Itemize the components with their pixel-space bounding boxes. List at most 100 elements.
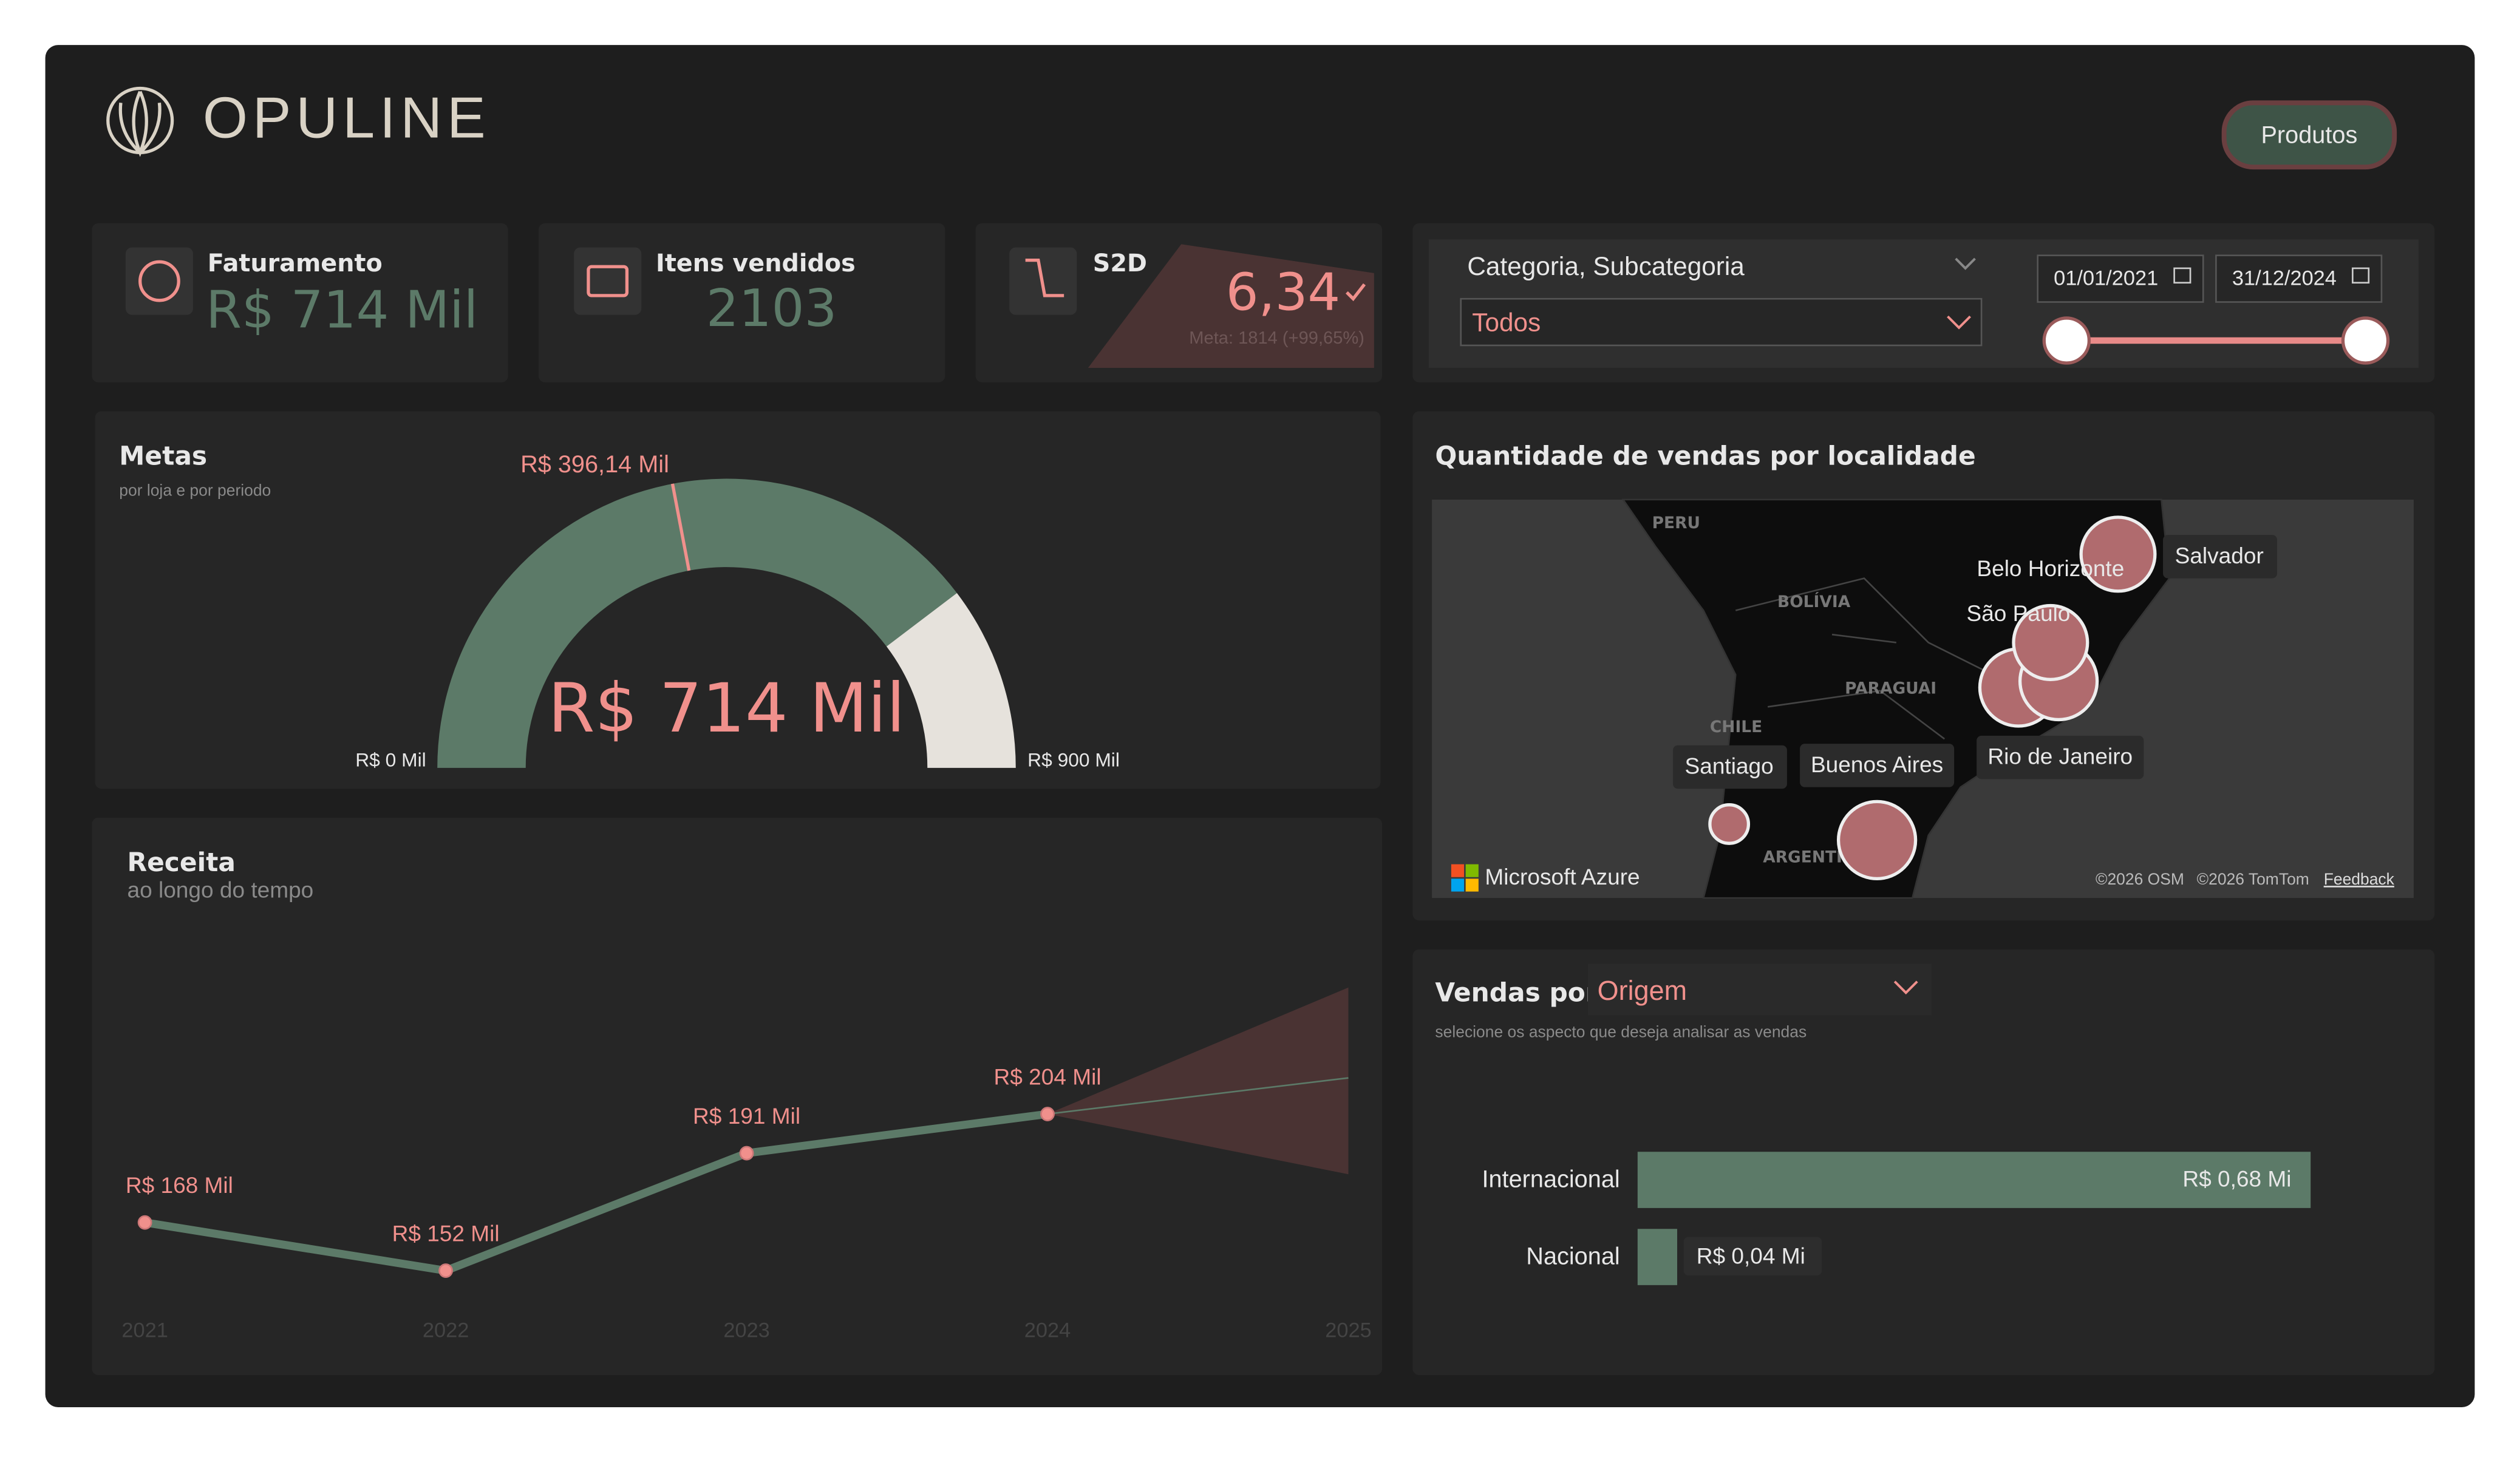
value-label: R$ 0,04 Mi: [1697, 1243, 1805, 1269]
dimension-value[interactable]: Origem: [1598, 975, 1687, 1006]
x-tick-label: 2021: [121, 1319, 168, 1342]
bubble[interactable]: [1708, 803, 1751, 845]
country-label: CHILE: [1710, 718, 1762, 736]
borders: [1735, 577, 1994, 740]
kpi-value: 2103: [706, 278, 837, 338]
bubbles: [1708, 515, 2157, 881]
kpi-card: [92, 223, 508, 382]
bar-chart: Internacional R$ 0,68 Mi Nacional R$ 0,04 M…: [1482, 1152, 2311, 1285]
point: [137, 1215, 152, 1230]
brand: OPULINE: [203, 86, 491, 150]
value-label: R$ 0,68 Mi: [2182, 1166, 2291, 1192]
gauge-value-label: R$ 714 Mil: [548, 670, 905, 748]
forecast-line: [1047, 1077, 1349, 1115]
x-tick-label: 2022: [423, 1319, 469, 1342]
line-card: [92, 817, 1383, 1376]
slider-handle[interactable]: [2341, 316, 2390, 365]
products-button[interactable]: [2221, 100, 2397, 170]
calendar-icon: [2173, 267, 2191, 284]
value-label: R$ 168 Mil: [126, 1172, 233, 1198]
gauge-card: [95, 411, 1381, 789]
kpi-title: S2D: [1093, 250, 1147, 277]
country-label: ARGENTI: [1763, 848, 1842, 867]
date-end[interactable]: 31/12/2024: [2232, 267, 2337, 290]
kpi-value: R$ 714 Mil: [206, 279, 478, 339]
country-label: PERU: [1652, 514, 1700, 532]
line-chart: 2021 2022 2023 2024 2025 R$ 168 Mil R$ 152 Mil…: [121, 987, 1372, 1342]
point: [438, 1263, 454, 1278]
dropdown-value[interactable]: Todos: [1472, 308, 1541, 337]
city-label-bg: [1977, 735, 2144, 779]
products-button-label[interactable]: Produtos: [2261, 121, 2357, 148]
city-label: São Paulo: [1967, 600, 2071, 626]
revenue-line: [144, 1110, 1048, 1275]
slider-handle[interactable]: [2042, 316, 2091, 365]
category-label: Nacional: [1526, 1243, 1619, 1269]
bubble[interactable]: [2012, 603, 2089, 681]
date-input[interactable]: [2037, 254, 2204, 303]
bar: [1637, 1229, 1678, 1285]
line-title: Receita: [128, 847, 236, 877]
bar-title: Vendas por: [1435, 977, 1598, 1007]
gauge-target-label: R$ 396,14 Mil: [520, 451, 669, 478]
value-label-bg: [1683, 1237, 1822, 1275]
filter-label: Categoria, Subcategoria: [1467, 252, 1745, 280]
point: [739, 1146, 754, 1161]
map-feedback[interactable]: Feedback: [2324, 870, 2395, 888]
check-icon: [1346, 283, 1366, 302]
icon: [1025, 259, 1064, 297]
city-label: Rio de Janeiro: [1987, 744, 2133, 769]
kpi-title: Itens vendidos: [656, 250, 856, 277]
forecast-band: [1047, 987, 1349, 1175]
gauge: [437, 478, 1016, 768]
city-label: Belo Horizonte: [1977, 555, 2124, 581]
kpi-value: 6,34: [1226, 262, 1340, 322]
chevron: [1947, 315, 1971, 330]
dimension-dropdown[interactable]: [1587, 963, 1932, 1016]
gauge-min-label: R$ 0 Mil: [355, 749, 426, 771]
bar-subtitle: selecione os aspecto que deseja analisar…: [1435, 1022, 1807, 1041]
date-input[interactable]: [2215, 254, 2383, 303]
gauge-title: Metas: [119, 441, 207, 471]
azure-logo: [1451, 864, 1479, 892]
icon: [138, 260, 180, 302]
date-start[interactable]: 01/01/2021: [2054, 267, 2158, 290]
map-credit: ©2026 OSM: [2096, 870, 2184, 888]
city-label-bg: [1800, 744, 1955, 787]
city-label: Santiago: [1685, 753, 1774, 779]
gauge-subtitle: por loja e por periodo: [119, 481, 271, 500]
logo: [106, 86, 174, 157]
bubble[interactable]: [1836, 800, 1918, 881]
landmass: [1621, 498, 2171, 899]
chevron: [1955, 257, 1976, 270]
gauge-max-label: R$ 900 Mil: [1027, 749, 1120, 771]
city-label-bg: [2163, 535, 2277, 579]
x-tick-label: 2024: [1024, 1319, 1071, 1342]
line-subtitle: ao longo do tempo: [128, 877, 314, 902]
value-label: R$ 152 Mil: [392, 1221, 500, 1246]
value-label: R$ 204 Mil: [994, 1064, 1102, 1090]
country-label: BOLÍVIA: [1777, 592, 1851, 611]
icon-bg: [574, 247, 642, 315]
map-brand: Microsoft Azure: [1485, 864, 1640, 889]
kpi-trend-shape: [1088, 244, 1374, 368]
map-credit: ©2026 TomTom: [2197, 870, 2309, 888]
city-label: Buenos Aires: [1811, 752, 1943, 777]
country-label: PARAGUAI: [1845, 679, 1936, 698]
dropdown[interactable]: [1460, 297, 1983, 347]
kpi-note: Meta: 1814 (+99,65%): [1189, 328, 1364, 348]
point: [1040, 1107, 1055, 1121]
city-label-bg: [1673, 745, 1787, 789]
value-label: R$ 191 Mil: [693, 1103, 800, 1129]
chevron: [1893, 980, 1918, 995]
x-tick-label: 2023: [723, 1319, 769, 1342]
map-title: Quantidade de vendas por localidade: [1435, 441, 1975, 471]
gauge-target: [670, 483, 691, 571]
kpi-title: Faturamento: [208, 250, 383, 277]
bubble[interactable]: [2079, 515, 2157, 593]
city-label: Salvador: [2175, 543, 2264, 568]
calendar-icon: [2352, 267, 2370, 284]
icon-bg: [125, 247, 193, 315]
category-label: Internacional: [1482, 1166, 1619, 1192]
